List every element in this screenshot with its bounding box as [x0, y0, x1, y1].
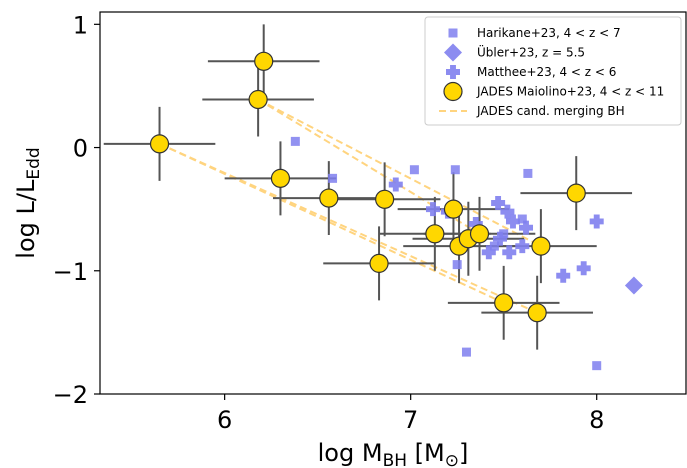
x-tick-label: 7: [403, 406, 418, 434]
harikane-point: [450, 165, 460, 175]
harikane-point: [517, 214, 527, 224]
jades-point: [443, 199, 464, 219]
x-tick-label: 6: [217, 406, 232, 434]
legend-plus-marker: [446, 65, 460, 79]
matthee-point: [502, 245, 517, 260]
jades-point: [494, 293, 514, 313]
harikane-point: [489, 241, 499, 251]
matthee-point: [519, 220, 534, 235]
legend-item-harikane: Harikane+23, 4 < z < 7: [448, 26, 621, 40]
matthee-point: [492, 231, 507, 246]
matthee-point: [491, 196, 506, 210]
harikane-point: [452, 260, 462, 270]
merging-bh-line: [257, 98, 542, 248]
y-axis-label: log L/LEdd: [12, 147, 44, 258]
y-tick-label: 1: [73, 11, 88, 39]
legend-item-ubler: Übler+23, z = 5.5: [444, 43, 585, 62]
jades-point: [469, 224, 490, 244]
matthee-point: [388, 177, 403, 192]
jades-point: [369, 253, 389, 273]
matthee-point: [505, 214, 520, 229]
harikane-point: [523, 168, 533, 178]
legend-box: [424, 16, 682, 126]
harikane-point: [499, 229, 509, 239]
legend-item-jades: JADES Maiolino+23, 4 < z < 11: [443, 81, 664, 102]
matthee-point: [425, 202, 440, 217]
x-axis-label: log MBH [M⊙]: [318, 439, 469, 468]
axis-ticks: 6 7 8 1 0 −1 −2: [53, 11, 605, 434]
matthee-point: [556, 268, 571, 283]
x-tick-label: 8: [589, 406, 604, 434]
jades-point: [270, 168, 291, 188]
legend: Harikane+23, 4 < z < 7 Übler+23, z = 5.5 M…: [424, 16, 682, 126]
matthee-point: [468, 216, 483, 231]
plot-frame: [99, 11, 687, 395]
plot-area: [103, 24, 643, 371]
matthee-point: [481, 245, 496, 260]
jades-point: [566, 183, 586, 203]
merging-bh-line: [159, 142, 538, 314]
legend-circle-marker: [443, 81, 463, 102]
merging-bh-line: [159, 142, 505, 304]
legend-label: JADES Maiolino+23, 4 < z < 11: [476, 85, 664, 99]
jades-point: [254, 51, 274, 71]
jades-point: [375, 189, 395, 209]
legend-item-matthee: Matthee+23, 4 < z < 6: [446, 65, 616, 79]
jades-points: [149, 51, 586, 323]
legend-square-marker: [448, 28, 458, 38]
y-tick-label: −2: [53, 381, 88, 409]
harikane-point: [328, 173, 338, 183]
jades-point: [527, 303, 547, 323]
jades-point: [149, 134, 170, 154]
matthee-point: [589, 214, 604, 229]
harikane-point: [290, 136, 300, 146]
legend-label: JADES cand. merging BH: [476, 104, 625, 118]
jades-point: [531, 236, 551, 256]
matthee-point: [515, 239, 530, 254]
legend-item-merging: JADES cand. merging BH: [439, 104, 625, 118]
harikane-point: [592, 361, 602, 371]
jades-point: [248, 89, 268, 110]
jades-point: [425, 224, 445, 244]
harikane-point: [409, 165, 419, 175]
harikane-point: [461, 347, 471, 357]
legend-label: Harikane+23, 4 < z < 7: [477, 26, 621, 40]
merging-lines: [159, 98, 542, 314]
legend-label: Übler+23, z = 5.5: [477, 44, 585, 60]
jades-point: [319, 188, 339, 208]
ubler-point: [624, 276, 643, 295]
legend-diamond-marker: [444, 43, 462, 62]
matthee-point: [576, 261, 591, 276]
legend-label: Matthee+23, 4 < z < 6: [477, 65, 616, 79]
y-tick-label: 0: [73, 135, 88, 163]
y-tick-label: −1: [53, 258, 88, 286]
comparison-points: [290, 136, 643, 371]
matthee-point: [500, 204, 515, 219]
